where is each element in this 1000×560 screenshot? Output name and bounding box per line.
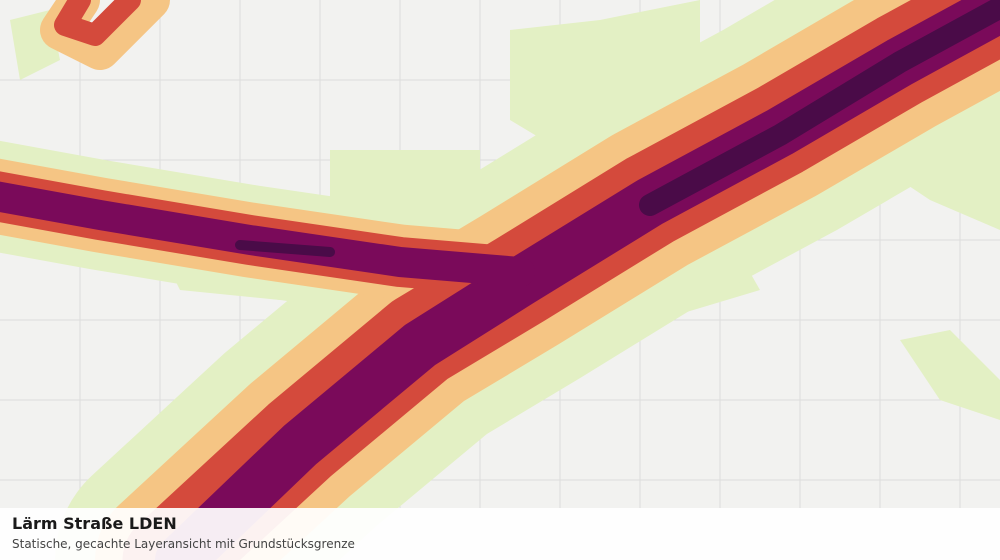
layer-subtitle: Statische, gecachte Layeransicht mit Gru… bbox=[12, 537, 355, 551]
layer-title: Lärm Straße LDEN bbox=[12, 514, 177, 533]
caption-bar: Lärm Straße LDEN Statische, gecachte Lay… bbox=[0, 508, 1000, 560]
